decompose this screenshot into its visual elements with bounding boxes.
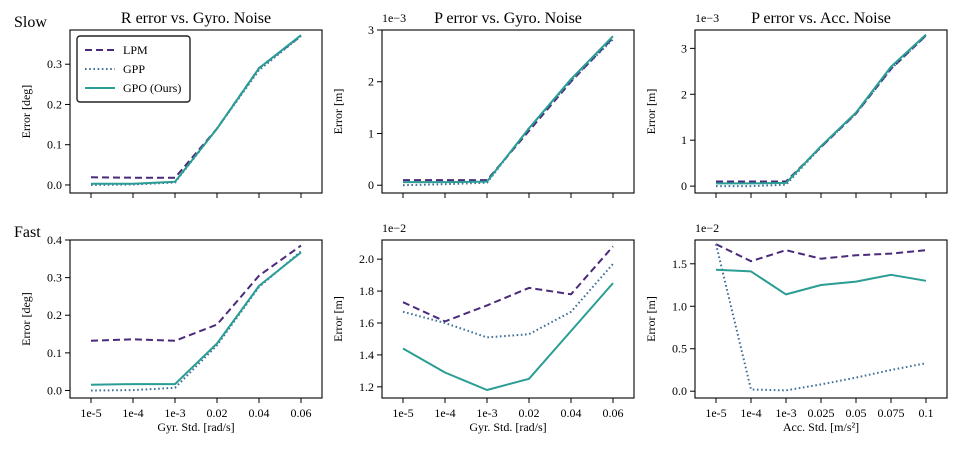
chart-title: P error vs. Acc. Noise	[751, 10, 891, 27]
axis-exponent-label: 1e−3	[382, 11, 406, 25]
x-tick-label: 1e-4	[434, 406, 455, 420]
series-line-gpo-ours	[716, 33, 927, 185]
y-tick-label: 1.5	[672, 257, 687, 271]
series-line-gpp	[402, 38, 614, 187]
x-tick-label: 1e-3	[476, 406, 497, 420]
y-axis-label: Error [m]	[331, 296, 345, 342]
plot-frame	[69, 239, 323, 399]
chart-panel-6: 1e−2 0.0 0.5 1.0 1.5 Error [m] 1e-5 1e-4 1e-3 0.0…	[644, 221, 948, 434]
x-tick-label: 0.04	[249, 406, 270, 420]
y-tick-label: 0.1	[47, 346, 62, 360]
legend-label: GPP	[123, 62, 145, 76]
plot-frame	[381, 29, 635, 194]
y-tick-label: 0.3	[47, 57, 62, 71]
chart-panel-3: P error vs. Acc. Noise 1e−3 0 1 2 3 Error [m]	[644, 10, 948, 198]
x-tick-label: 1e-3	[164, 406, 185, 420]
series-line-gpo-ours	[91, 34, 302, 185]
chart-title: P error vs. Gyro. Noise	[434, 10, 582, 27]
plot-frame	[381, 239, 635, 399]
x-axis-label: Gyr. Std. [rad/s]	[157, 420, 234, 434]
series-line-gpp	[716, 34, 927, 188]
x-tick-label: 0.06	[603, 406, 624, 420]
y-axis-label: Error [deg]	[19, 85, 33, 139]
legend: LPM GPP GPO (Ours)	[76, 35, 191, 103]
y-tick-label: 1.6	[359, 316, 374, 330]
x-tick-label: 0.02	[519, 406, 540, 420]
series-line-gpo-ours	[90, 251, 302, 386]
y-tick-label: 1.2	[359, 380, 374, 394]
legend-label: LPM	[123, 43, 148, 57]
x-tick-label: 0.025	[808, 406, 835, 420]
series-line-gpp	[715, 243, 927, 392]
y-tick-label: 1.4	[359, 348, 374, 362]
x-tick-label: 0.04	[561, 406, 582, 420]
y-tick-label: 0	[368, 178, 374, 192]
y-tick-label: 0.0	[672, 384, 687, 398]
chart-panel-5: 1e−2 1.2 1.4 1.6 1.8 2.0 Error [m] 1e-5 1e-4 1e-3…	[331, 221, 635, 434]
y-tick-label: 1	[368, 126, 374, 140]
series-line-gpo-ours	[715, 268, 927, 296]
series-line-gpo-ours	[402, 282, 614, 391]
y-tick-label: 2.0	[359, 252, 374, 266]
series-line-lpm	[402, 245, 614, 323]
chart-panel-4: 0.0 0.1 0.2 0.3 0.4 Error [deg] 1e-5 1e-4 1e-3 0.…	[19, 233, 323, 434]
x-tick-label: 0.1	[919, 406, 934, 420]
axis-exponent-label: 1e−2	[695, 221, 719, 235]
chart-panel-1: R error vs. Gyro. Noise 0.0 0.1 0.2 0.3 Error…	[19, 10, 323, 198]
series-line-lpm	[715, 243, 927, 263]
y-tick-label: 0.1	[47, 138, 62, 152]
y-tick-label: 0.0	[47, 383, 62, 397]
y-tick-label: 1.8	[359, 284, 374, 298]
series-line-gpp	[402, 263, 614, 339]
series-line-gpp	[90, 250, 302, 392]
x-tick-label: 1e-5	[705, 406, 726, 420]
x-tick-label: 0.075	[878, 406, 905, 420]
y-tick-label: 3	[681, 41, 687, 55]
y-tick-label: 0	[681, 179, 687, 193]
x-tick-label: 0.06	[291, 406, 312, 420]
series-line-lpm	[403, 37, 614, 182]
chart-panel-2: P error vs. Gyro. Noise 1e−3 0 1 2 3 Error [m]	[331, 10, 635, 198]
row-label-slow: Slow	[14, 14, 47, 31]
series-line-lpm	[716, 34, 927, 183]
chart-title: R error vs. Gyro. Noise	[121, 10, 271, 27]
plot-frame	[694, 239, 948, 399]
y-tick-label: 2	[368, 75, 374, 89]
y-tick-label: 0.2	[47, 97, 62, 111]
plot-frame	[69, 29, 323, 194]
y-axis-label: Error [m]	[644, 296, 658, 342]
y-tick-label: 2	[681, 87, 687, 101]
plot-frame	[694, 29, 948, 194]
x-tick-label: 1e-4	[740, 406, 761, 420]
x-axis-label: Gyr. Std. [rad/s]	[469, 420, 546, 434]
y-tick-label: 0.3	[47, 271, 62, 285]
series-line-gpo-ours	[403, 35, 614, 184]
x-tick-label: 1e-5	[392, 406, 413, 420]
x-tick-label: 1e-3	[775, 406, 796, 420]
x-tick-label: 0.05	[846, 406, 867, 420]
legend-box	[76, 35, 191, 103]
y-axis-label: Error [m]	[331, 89, 345, 135]
y-axis-label: Error [m]	[644, 89, 658, 135]
y-tick-label: 3	[368, 23, 374, 37]
x-tick-label: 1e-4	[122, 406, 143, 420]
x-axis-label: Acc. Std. [m/s²]	[783, 420, 859, 434]
y-tick-label: 1	[681, 133, 687, 147]
y-tick-label: 0.0	[47, 178, 62, 192]
y-axis-label: Error [deg]	[19, 292, 33, 346]
y-tick-label: 1.0	[672, 299, 687, 313]
y-tick-label: 0.2	[47, 308, 62, 322]
y-tick-label: 0.4	[47, 233, 62, 247]
x-tick-label: 1e-5	[80, 406, 101, 420]
legend-label: GPO (Ours)	[123, 81, 181, 95]
axis-exponent-label: 1e−2	[382, 221, 406, 235]
series-line-lpm	[90, 244, 302, 342]
x-tick-label: 0.02	[207, 406, 228, 420]
axis-exponent-label: 1e−3	[695, 11, 719, 25]
row-label-fast: Fast	[14, 224, 41, 241]
y-tick-label: 0.5	[672, 342, 687, 356]
